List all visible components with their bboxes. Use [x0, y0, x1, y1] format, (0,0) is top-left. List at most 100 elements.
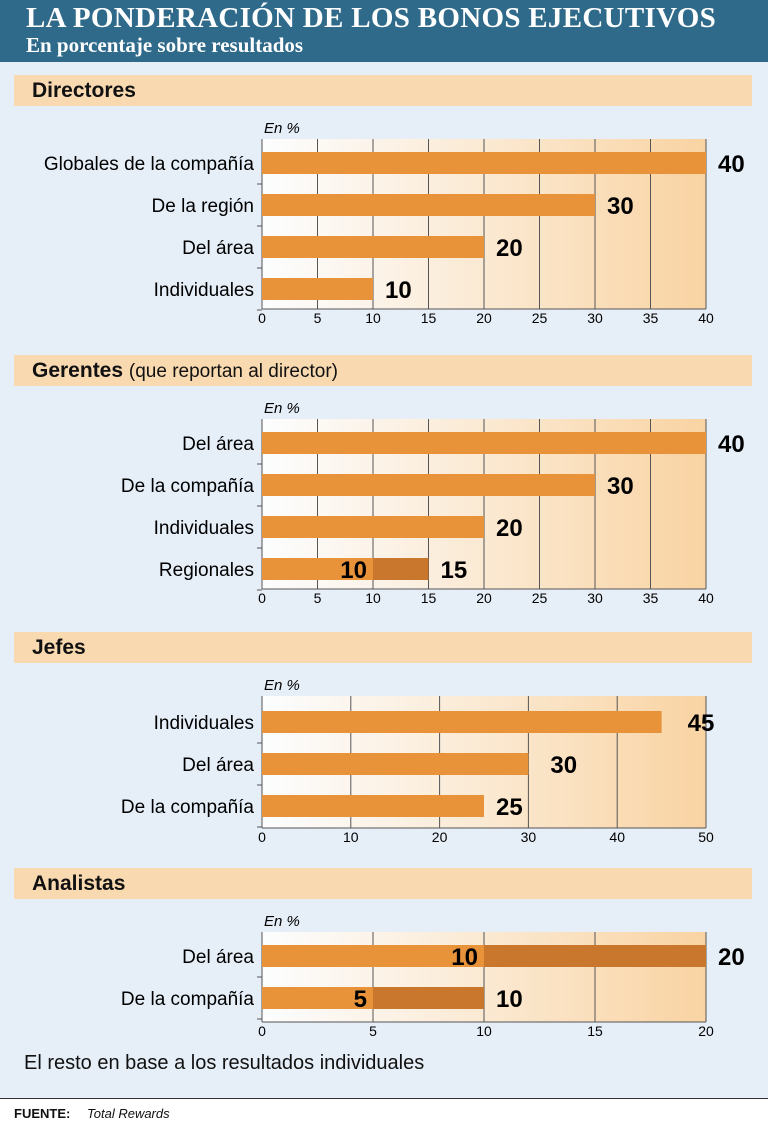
x-tick-label: 5	[314, 310, 322, 326]
section-band: Jefes	[14, 632, 752, 663]
section-title: Directores	[32, 79, 136, 102]
category-label: Del área	[182, 238, 254, 259]
section-gerentes: Gerentes (que reportan al director) En %…	[14, 355, 752, 625]
bar	[262, 516, 484, 538]
chart-title: LA PONDERACIÓN DE LOS BONOS EJECUTIVOS	[26, 2, 717, 34]
source-value: Total Rewards	[87, 1106, 170, 1121]
category-label: De la compañía	[121, 797, 255, 818]
category-label: Individuales	[154, 518, 254, 539]
section-band: Gerentes (que reportan al director)	[14, 355, 752, 386]
x-tick-label: 30	[521, 829, 537, 845]
data-label: 30	[607, 473, 634, 500]
section-analistas: Analistas En % 0 5 10 15 20 Del área 10 20 De la …	[14, 868, 752, 1053]
x-tick-label: 20	[698, 1023, 714, 1039]
x-tick-label: 25	[532, 590, 548, 606]
section-directores: Directores En % 0 5 10 15 20 25 30 35 40 Globales …	[14, 75, 752, 345]
bar-chart-gerentes: En % 0 5 10 15 20 25 30 35 40 Del área 40 De la comp…	[121, 400, 745, 606]
bar-extension	[484, 945, 706, 967]
data-label: 20	[718, 944, 745, 971]
header-banner: LA PONDERACIÓN DE LOS BONOS EJECUTIVOS E…	[0, 0, 768, 62]
data-label: 25	[496, 794, 523, 821]
bar	[262, 278, 373, 300]
data-label: 10	[496, 986, 523, 1013]
x-tick-label: 50	[698, 829, 714, 845]
data-label: 30	[607, 193, 634, 220]
bar	[262, 945, 484, 967]
x-tick-label: 30	[587, 310, 603, 326]
data-label: 10	[340, 557, 367, 584]
bar	[262, 432, 706, 454]
x-tick-label: 15	[421, 590, 437, 606]
bar	[262, 558, 373, 580]
category-label: Regionales	[159, 560, 254, 581]
category-label: De la compañía	[121, 476, 255, 497]
unit-label: En %	[264, 677, 300, 694]
data-label: 10	[385, 277, 412, 304]
bar	[262, 987, 373, 1009]
x-tick-label: 20	[476, 590, 492, 606]
section-title: Analistas	[32, 872, 126, 895]
x-tick-label: 10	[365, 590, 381, 606]
unit-label: En %	[264, 913, 300, 930]
x-tick-label: 40	[698, 590, 714, 606]
x-tick-label: 5	[369, 1023, 377, 1039]
section-title: Gerentes (que reportan al director)	[32, 359, 338, 382]
category-label: Del área	[182, 434, 254, 455]
bar-chart-directores: En % 0 5 10 15 20 25 30 35 40 Globales de la compa…	[44, 120, 745, 326]
bar	[262, 711, 662, 733]
unit-label: En %	[264, 120, 300, 137]
x-tick-label: 5	[314, 590, 322, 606]
data-label: 45	[688, 710, 715, 737]
bar-extension	[373, 558, 429, 580]
x-tick-label: 10	[343, 829, 359, 845]
x-tick-label: 35	[643, 590, 659, 606]
category-label: De la compañía	[121, 989, 255, 1010]
x-tick-label: 30	[587, 590, 603, 606]
category-label: Globales de la compañía	[44, 154, 255, 175]
x-tick-label: 15	[587, 1023, 603, 1039]
data-label: 40	[718, 151, 745, 178]
data-label: 5	[354, 986, 367, 1013]
x-tick-label: 40	[698, 310, 714, 326]
data-label: 10	[451, 944, 478, 971]
section-title: Jefes	[32, 636, 86, 659]
category-label: De la región	[152, 196, 254, 217]
bar	[262, 753, 529, 775]
section-band: Directores	[14, 75, 752, 106]
data-label: 40	[718, 431, 745, 458]
data-label: 30	[550, 752, 577, 779]
x-tick-label: 0	[258, 590, 266, 606]
bar	[262, 194, 595, 216]
x-tick-label: 25	[532, 310, 548, 326]
category-label: Individuales	[154, 713, 254, 734]
x-tick-label: 35	[643, 310, 659, 326]
x-tick-label: 20	[476, 310, 492, 326]
x-tick-label: 10	[476, 1023, 492, 1039]
x-tick-label: 0	[258, 1023, 266, 1039]
data-label: 15	[441, 557, 468, 584]
section-jefes: Jefes En % 0 10 20 30 40 50 Individuales 45 Del á…	[14, 632, 752, 862]
x-tick-label: 10	[365, 310, 381, 326]
x-tick-label: 20	[432, 829, 448, 845]
unit-label: En %	[264, 400, 300, 417]
category-label: Individuales	[154, 280, 254, 301]
data-label: 20	[496, 515, 523, 542]
source-label: FUENTE:	[14, 1106, 71, 1121]
x-tick-label: 15	[421, 310, 437, 326]
section-band: Analistas	[14, 868, 752, 899]
category-label: Del área	[182, 755, 254, 776]
footnote: El resto en base a los resultados indivi…	[24, 1052, 425, 1074]
chart-subtitle: En porcentaje sobre resultados	[26, 33, 304, 57]
category-label: Del área	[182, 947, 254, 968]
bar-chart-analistas: En % 0 5 10 15 20 Del área 10 20 De la compañía 5 1…	[121, 913, 745, 1039]
bar-extension	[373, 987, 484, 1009]
bar-chart-jefes: En % 0 10 20 30 40 50 Individuales 45 Del área 30 D…	[121, 677, 715, 845]
bar	[262, 795, 484, 817]
data-label: 20	[496, 235, 523, 262]
x-tick-label: 0	[258, 310, 266, 326]
bar	[262, 236, 484, 258]
x-tick-label: 40	[609, 829, 625, 845]
source-bar: FUENTE: Total Rewards	[0, 1098, 768, 1131]
bar	[262, 474, 595, 496]
x-tick-label: 0	[258, 829, 266, 845]
